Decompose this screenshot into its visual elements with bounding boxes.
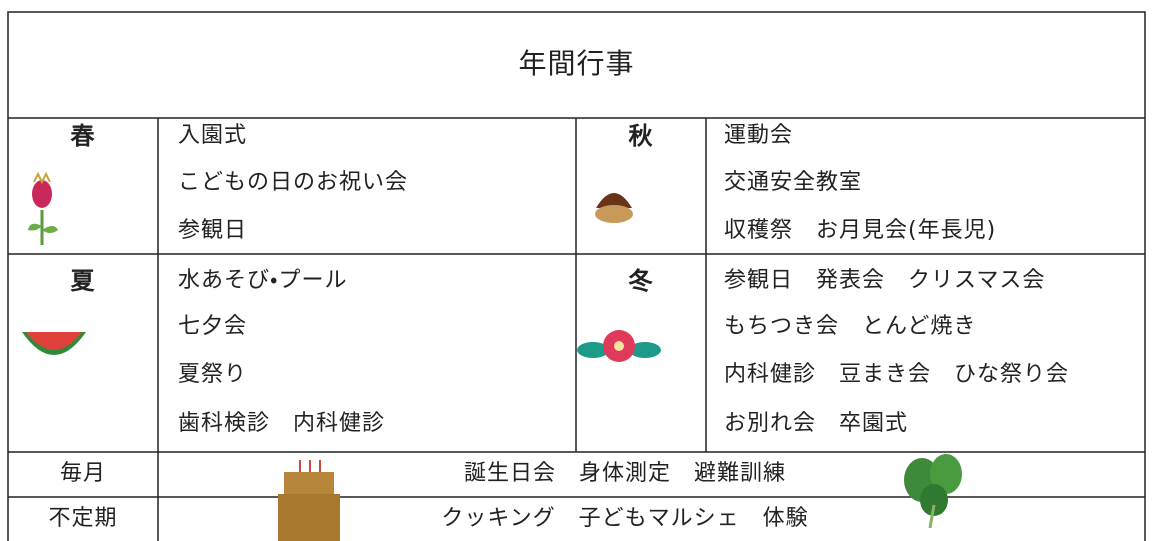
- table-title: 年間行事: [518, 47, 635, 80]
- event-item: 歯科検診 内科健診: [178, 411, 386, 436]
- event-item: 入園式: [178, 123, 248, 148]
- watermelon-icon: [22, 332, 86, 355]
- event-item: 収穫祭 お月見会(年長児): [724, 218, 997, 243]
- event-item: 参観日: [178, 218, 248, 243]
- row-events: 誕生日会 身体測定 避難訓練: [463, 461, 786, 486]
- row-label: 毎月: [59, 461, 106, 486]
- row-label: 不定期: [48, 506, 118, 531]
- camellia-icon: [577, 330, 661, 362]
- event-item: お別れ会 卒園式: [724, 411, 909, 436]
- event-item: 交通安全教室: [724, 170, 863, 195]
- season-name: 秋: [628, 122, 654, 150]
- cake-icon: [278, 460, 340, 541]
- season-name: 春: [70, 122, 96, 150]
- event-item: 水あそび・プール: [178, 268, 348, 293]
- chestnut-icon: [595, 193, 633, 223]
- season-name: 夏: [70, 267, 96, 295]
- spinach-icon: [904, 454, 962, 529]
- event-item: 夏祭り: [178, 362, 248, 387]
- event-item: こどもの日のお祝い会: [178, 170, 409, 195]
- event-item: 参観日 発表会 クリスマス会: [724, 268, 1046, 293]
- event-item: 運動会: [724, 123, 794, 148]
- event-item: 七夕会: [178, 314, 248, 339]
- flower-icon: [28, 171, 58, 245]
- event-item: 内科健診 豆まき会 ひな祭り会: [724, 362, 1070, 387]
- season-name: 冬: [628, 267, 654, 295]
- row-events: クッキング 子どもマルシェ 体験: [441, 506, 809, 531]
- event-item: もちつき会 とんど焼き: [724, 314, 977, 339]
